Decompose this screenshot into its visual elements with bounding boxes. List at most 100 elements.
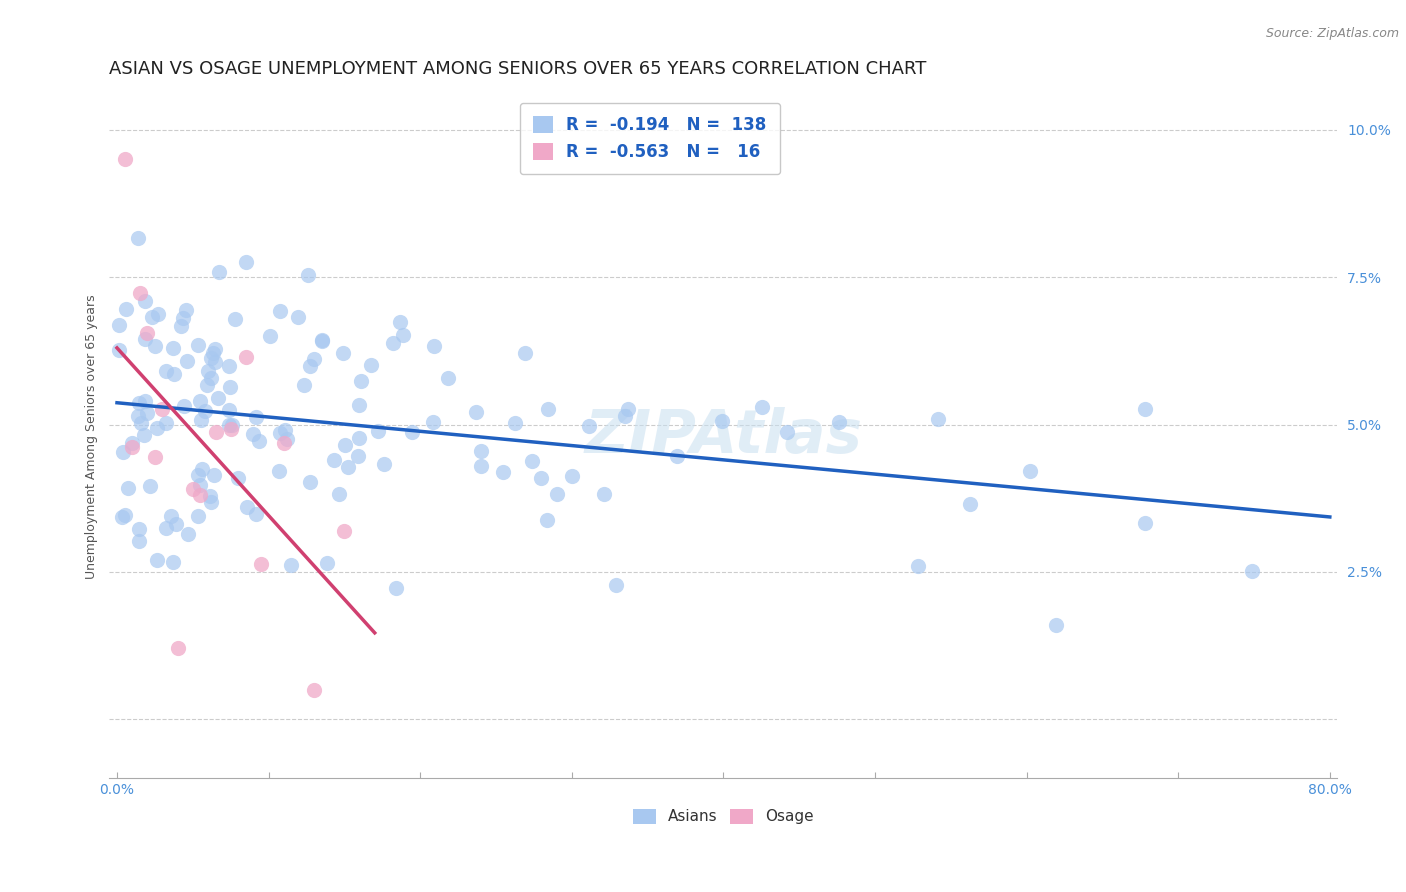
- Point: [200, 370, 222, 384]
- Point: [218, 359, 240, 373]
- Point: [200, 495, 222, 509]
- Point: [316, 556, 339, 570]
- Point: [163, 367, 186, 381]
- Point: [247, 434, 270, 449]
- Point: [134, 333, 156, 347]
- Point: [117, 482, 139, 496]
- Point: [273, 436, 295, 450]
- Point: [134, 294, 156, 309]
- Point: [605, 578, 627, 592]
- Point: [218, 403, 240, 417]
- Point: [1019, 464, 1042, 478]
- Point: [322, 453, 344, 467]
- Point: [235, 350, 257, 364]
- Point: [401, 425, 423, 439]
- Point: [385, 582, 408, 596]
- Point: [593, 487, 616, 501]
- Point: [298, 359, 321, 373]
- Point: [165, 517, 187, 532]
- Point: [226, 471, 249, 485]
- Point: [235, 254, 257, 268]
- Point: [245, 507, 267, 521]
- Point: [242, 426, 264, 441]
- Point: [145, 339, 167, 353]
- Point: [520, 454, 543, 468]
- Point: [614, 409, 637, 423]
- Point: [219, 421, 242, 435]
- Point: [1240, 564, 1263, 578]
- Point: [537, 402, 560, 417]
- Point: [204, 425, 226, 439]
- Point: [176, 527, 198, 541]
- Point: [111, 510, 134, 524]
- Point: [617, 401, 640, 416]
- Point: [190, 413, 212, 427]
- Point: [959, 497, 981, 511]
- Point: [546, 487, 568, 501]
- Point: [503, 416, 526, 430]
- Point: [145, 553, 167, 567]
- Point: [112, 445, 135, 459]
- Text: Source: ZipAtlas.com: Source: ZipAtlas.com: [1265, 27, 1399, 40]
- Point: [347, 431, 370, 445]
- Point: [128, 534, 150, 549]
- Point: [250, 557, 273, 571]
- Point: [269, 464, 291, 478]
- Point: [311, 334, 333, 349]
- Point: [280, 558, 302, 573]
- Point: [134, 427, 156, 442]
- Point: [907, 558, 929, 573]
- Point: [162, 555, 184, 569]
- Point: [204, 355, 226, 369]
- Point: [176, 354, 198, 368]
- Point: [114, 508, 136, 522]
- Point: [155, 364, 177, 378]
- Y-axis label: Unemployment Among Seniors over 65 years: Unemployment Among Seniors over 65 years: [86, 294, 98, 579]
- Point: [392, 328, 415, 343]
- Point: [107, 318, 129, 332]
- Point: [304, 351, 326, 366]
- Point: [273, 424, 295, 438]
- Point: [187, 338, 209, 352]
- Point: [388, 315, 411, 329]
- Point: [128, 286, 150, 301]
- Point: [152, 401, 174, 416]
- Point: [328, 486, 350, 500]
- Point: [155, 521, 177, 535]
- Point: [298, 475, 321, 490]
- Point: [578, 418, 600, 433]
- Point: [170, 318, 193, 333]
- Point: [114, 153, 136, 167]
- Point: [202, 468, 225, 483]
- Point: [711, 414, 734, 428]
- Point: [127, 231, 149, 245]
- Point: [373, 457, 395, 471]
- Point: [128, 396, 150, 410]
- Point: [224, 311, 246, 326]
- Point: [276, 432, 298, 446]
- Point: [302, 682, 325, 697]
- Point: [162, 341, 184, 355]
- Point: [146, 307, 169, 321]
- Point: [287, 310, 309, 324]
- Point: [470, 458, 492, 473]
- Point: [269, 425, 291, 440]
- Point: [136, 406, 159, 420]
- Point: [1133, 516, 1156, 530]
- Point: [367, 425, 389, 439]
- Point: [218, 380, 240, 394]
- Point: [201, 346, 224, 360]
- Point: [491, 465, 513, 479]
- Point: [143, 450, 166, 464]
- Point: [1133, 402, 1156, 417]
- Point: [235, 500, 257, 515]
- Point: [128, 522, 150, 536]
- Point: [121, 440, 143, 454]
- Point: [194, 404, 217, 418]
- Point: [188, 394, 211, 409]
- Point: [207, 392, 229, 406]
- Point: [172, 310, 194, 325]
- Point: [129, 416, 152, 430]
- Point: [218, 417, 240, 432]
- Point: [187, 468, 209, 483]
